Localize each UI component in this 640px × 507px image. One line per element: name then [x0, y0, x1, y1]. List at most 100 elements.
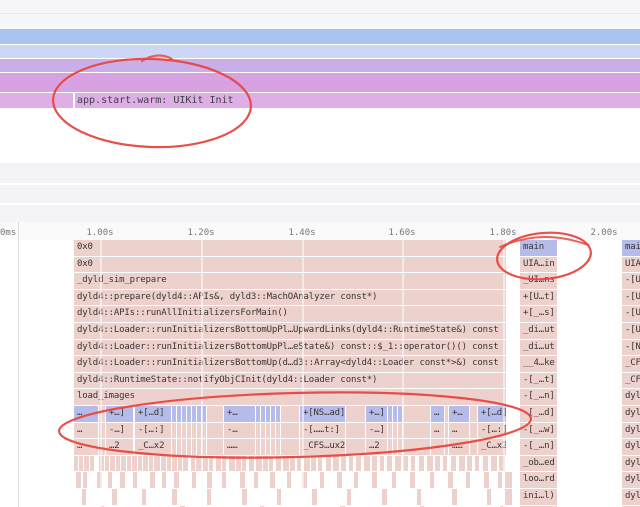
tiny-frame-cell[interactable] [304, 455, 310, 472]
tiny-frame-cell[interactable] [484, 472, 489, 488]
stack-frame-cell[interactable] [187, 406, 191, 422]
stack-frame-cell[interactable] [388, 406, 392, 422]
truncated-frame-cell[interactable]: -[U [622, 323, 640, 339]
tiny-frame-cell[interactable] [180, 505, 185, 507]
stack-frame-cell[interactable] [346, 422, 365, 439]
tiny-frame-cell[interactable] [236, 455, 241, 472]
stack-frame-cell[interactable] [172, 406, 176, 422]
stack-frame-cell[interactable]: dyld4::Loader::runInitializersBottomUpPl… [74, 323, 506, 339]
tiny-frame-cell[interactable] [79, 455, 83, 472]
stack-frame-cell[interactable]: +[…d] [135, 406, 171, 422]
stack-frame-cell[interactable]: dyld4::Loader::runInitializersBottomUpPl… [74, 339, 506, 356]
tiny-frame-cell[interactable] [242, 489, 247, 505]
tiny-frame-cell[interactable] [395, 455, 401, 472]
tiny-frame-cell[interactable] [229, 455, 235, 472]
tiny-frame-cell[interactable] [150, 472, 155, 488]
truncated-frame-cell[interactable]: +[_…s] [520, 306, 557, 322]
stack-frame-cell[interactable]: +[NS…ad] [300, 406, 345, 422]
tiny-frame-cell[interactable] [459, 455, 465, 472]
tiny-frame-cell[interactable] [112, 489, 117, 505]
stack-frame-cell[interactable] [202, 406, 206, 422]
tiny-frame-cell[interactable] [276, 455, 281, 472]
tiny-frame-cell[interactable] [420, 505, 424, 507]
stack-frame-cell[interactable]: dyld4::RuntimeState::notifyObjCInit(dyld… [74, 372, 506, 389]
track-lane-blue[interactable] [0, 29, 640, 44]
tiny-frame-cell[interactable] [256, 455, 262, 472]
stack-frame-cell[interactable]: 0x0 [74, 240, 506, 256]
stack-frame-cell[interactable] [261, 422, 265, 439]
tiny-frame-cell[interactable] [222, 455, 226, 472]
truncated-frame-cell[interactable]: -[U [622, 273, 640, 289]
tiny-frame-cell[interactable] [382, 489, 387, 505]
stack-frame-cell[interactable] [202, 422, 206, 439]
track-lane-magenta[interactable] [0, 73, 640, 92]
stack-frame-cell[interactable] [470, 422, 477, 439]
track-lane-purple[interactable] [0, 58, 640, 72]
stack-frame-cell[interactable] [187, 422, 191, 439]
truncated-frame-cell[interactable]: -[U [622, 289, 640, 306]
stack-frame-cell[interactable]: -…] [366, 422, 387, 439]
stack-frame-cell[interactable]: _C…x2 [135, 439, 171, 455]
stack-frame-cell[interactable]: … [431, 439, 444, 455]
stack-frame-cell[interactable] [182, 422, 186, 439]
tiny-frame-cell[interactable] [154, 455, 160, 472]
stack-frame-cell[interactable]: …… [224, 439, 255, 455]
tiny-frame-cell[interactable] [505, 472, 512, 488]
tiny-frame-cell[interactable] [320, 472, 324, 488]
stack-frame-cell[interactable]: -…] [106, 422, 133, 439]
truncated-frame-cell[interactable]: _CF [622, 356, 640, 372]
stack-frame-cell[interactable] [177, 406, 181, 422]
stack-frame-cell[interactable] [177, 422, 181, 439]
tiny-frame-cell[interactable] [451, 455, 456, 472]
tiny-frame-cell[interactable] [100, 505, 104, 507]
truncated-frame-cell[interactable]: _CF [622, 372, 640, 389]
tiny-frame-cell[interactable] [263, 455, 268, 472]
tiny-frame-cell[interactable] [483, 455, 488, 472]
stack-frame-cell[interactable]: _CFS…ux2 [300, 439, 345, 455]
tiny-frame-cell[interactable] [499, 455, 505, 472]
truncated-frame-cell[interactable]: ini…l) [520, 489, 557, 505]
stack-frame-cell[interactable] [261, 406, 265, 422]
truncated-frame-cell[interactable]: +[U…t] [520, 289, 557, 306]
stack-frame-cell[interactable]: … [449, 422, 469, 439]
tiny-frame-cell[interactable] [240, 472, 245, 488]
stack-frame-cell[interactable] [266, 406, 270, 422]
truncated-frame-cell[interactable]: -[_…n] [520, 439, 557, 455]
truncated-frame-cell[interactable]: dyl [622, 422, 640, 439]
stack-frame-cell[interactable]: +… [224, 406, 255, 422]
tiny-frame-cell[interactable] [203, 455, 208, 472]
track-lane-empty-2[interactable] [0, 185, 640, 203]
tiny-frame-cell[interactable] [500, 505, 505, 507]
stack-frame-cell[interactable]: dyld4::prepare(dyld4::APIs&, dyld3::Mach… [74, 289, 506, 306]
tiny-frame-cell[interactable] [138, 455, 142, 472]
tiny-frame-cell[interactable] [132, 455, 137, 472]
stack-frame-cell[interactable] [187, 439, 191, 455]
stack-frame-cell[interactable] [207, 439, 223, 455]
tiny-frame-cell[interactable] [311, 455, 316, 472]
tiny-frame-cell[interactable] [341, 455, 346, 472]
stack-frame-cell[interactable] [182, 406, 186, 422]
stack-frame-cell[interactable] [276, 406, 280, 422]
stack-frame-cell[interactable]: _C…x2 [478, 439, 506, 455]
stack-frame-cell[interactable]: _dyld_sim_prepare [74, 273, 506, 289]
tiny-frame-cell[interactable] [127, 455, 131, 472]
stack-frame-cell[interactable]: … [431, 422, 444, 439]
tiny-frame-cell[interactable] [318, 455, 322, 472]
tiny-frame-cell[interactable] [172, 455, 177, 472]
stack-frame-cell[interactable] [470, 439, 477, 455]
tiny-frame-cell[interactable] [207, 489, 211, 505]
interval-label[interactable]: app.start.warm: UIKit Init [77, 95, 234, 106]
tiny-frame-cell[interactable] [76, 472, 81, 488]
tiny-frame-cell[interactable] [387, 455, 392, 472]
truncated-frame-cell[interactable]: -[_…w] [520, 422, 557, 439]
stack-frame-cell[interactable] [403, 422, 430, 439]
stack-frame-cell[interactable] [393, 422, 397, 439]
stack-frame-cell[interactable] [177, 439, 181, 455]
tiny-frame-cell[interactable] [364, 455, 370, 472]
stack-frame-cell[interactable]: +[…d] [478, 406, 506, 422]
track-lane-empty-1[interactable] [0, 163, 640, 183]
stack-frame-cell[interactable] [172, 439, 176, 455]
tiny-frame-cell[interactable] [196, 455, 202, 472]
stack-frame-cell[interactable]: -[……t:] [300, 422, 345, 439]
truncated-frame-cell[interactable] [520, 505, 557, 507]
